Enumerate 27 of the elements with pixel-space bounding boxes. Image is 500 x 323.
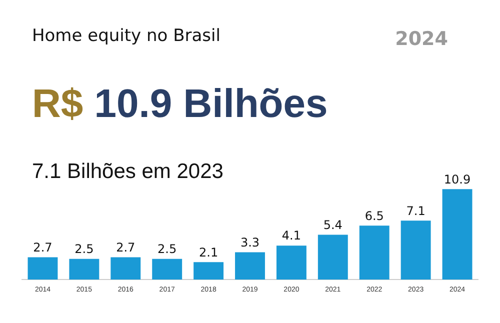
bar <box>235 252 265 280</box>
bar <box>318 234 348 280</box>
bar <box>359 226 390 280</box>
bar <box>442 189 472 280</box>
chart-subtitle: 7.1 Bilhões em 2023 <box>32 160 224 184</box>
data-label: 2.5 <box>74 242 94 256</box>
data-label: 2.7 <box>116 240 136 254</box>
data-label: 2.5 <box>158 242 177 256</box>
data-label: 5.4 <box>323 218 342 232</box>
bar <box>152 258 182 280</box>
data-label: 7.1 <box>406 204 426 218</box>
text: 10.9 Bilhões <box>94 82 328 126</box>
bar <box>28 257 58 280</box>
data-label: 3.3 <box>240 235 260 250</box>
data-label: 10.9 <box>444 172 471 186</box>
data-label: 4.1 <box>282 228 301 243</box>
chart-title: Home equity no Brasil <box>32 26 220 46</box>
bar <box>69 258 100 280</box>
data-label: 2.1 <box>199 245 218 260</box>
bar <box>276 246 306 280</box>
bar <box>194 262 224 280</box>
bar <box>400 220 431 280</box>
data-label: 6.5 <box>364 208 384 223</box>
text: R$ <box>32 82 84 126</box>
data-label: 2.7 <box>33 240 52 254</box>
bar <box>110 257 141 280</box>
text: 2024 <box>395 28 448 50</box>
